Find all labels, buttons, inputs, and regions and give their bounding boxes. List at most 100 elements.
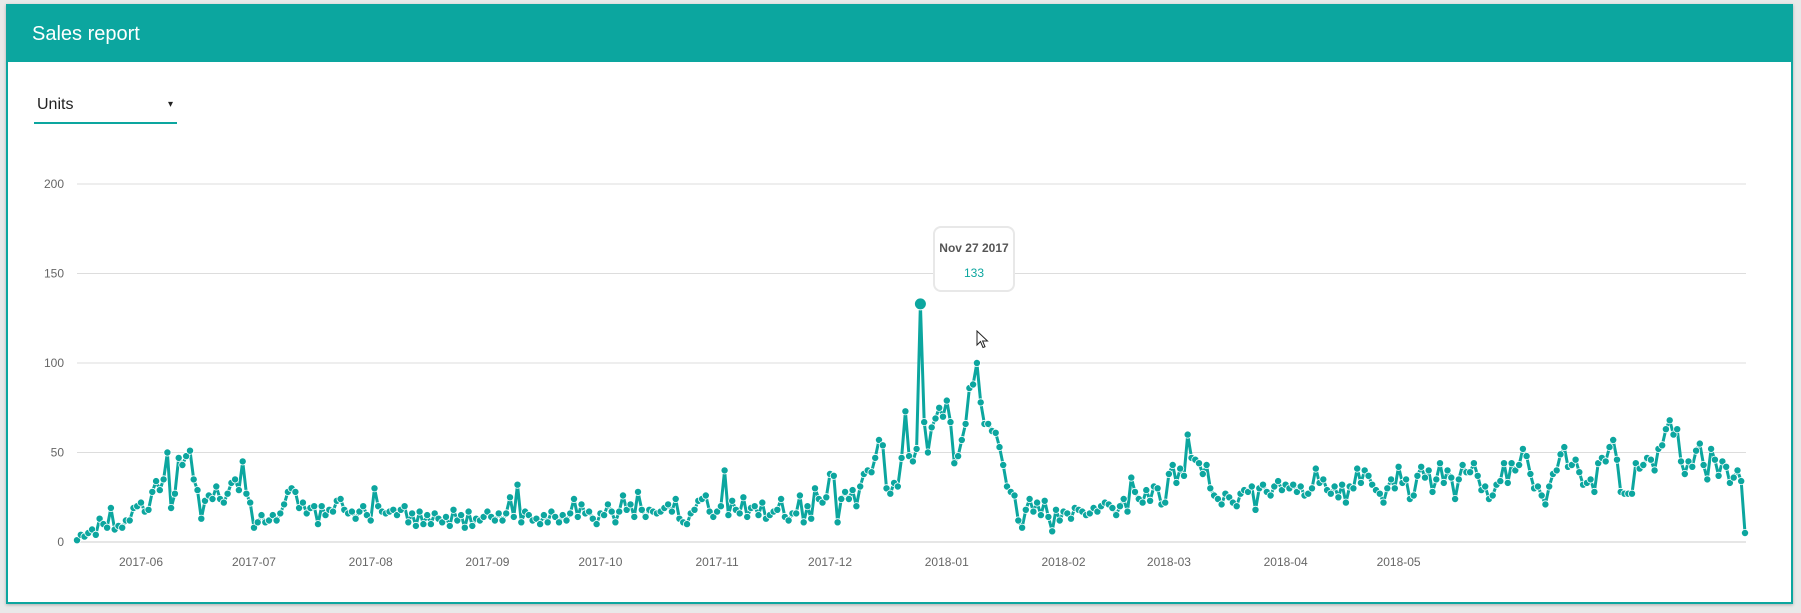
data-point[interactable] <box>1575 468 1584 477</box>
data-point[interactable] <box>1439 478 1448 487</box>
data-point[interactable] <box>1650 466 1659 475</box>
data-point[interactable] <box>1601 457 1610 466</box>
data-point[interactable] <box>735 509 744 518</box>
data-point[interactable] <box>1036 511 1045 520</box>
data-point[interactable] <box>1394 462 1403 471</box>
data-point[interactable] <box>1658 441 1667 450</box>
data-point[interactable] <box>539 511 548 520</box>
data-point[interactable] <box>1176 464 1185 473</box>
data-point[interactable] <box>1292 487 1301 496</box>
data-point[interactable] <box>1326 489 1335 498</box>
data-point[interactable] <box>1741 529 1750 538</box>
data-point[interactable] <box>1274 477 1283 486</box>
data-point[interactable] <box>1341 498 1350 507</box>
data-point[interactable] <box>1330 482 1339 491</box>
data-point[interactable] <box>118 523 127 532</box>
data-point[interactable] <box>1695 439 1704 448</box>
data-point[interactable] <box>1251 505 1260 514</box>
data-point[interactable] <box>634 487 643 496</box>
data-point[interactable] <box>758 498 767 507</box>
data-point[interactable] <box>400 502 409 511</box>
data-point[interactable] <box>1571 455 1580 464</box>
data-point[interactable] <box>912 444 921 453</box>
data-point[interactable] <box>1296 482 1305 491</box>
data-point[interactable] <box>1511 466 1520 475</box>
data-point[interactable] <box>709 512 718 521</box>
data-point[interactable] <box>637 505 646 514</box>
data-point[interactable] <box>208 494 217 503</box>
data-point[interactable] <box>1183 430 1192 439</box>
data-point[interactable] <box>829 471 838 480</box>
data-point[interactable] <box>1684 457 1693 466</box>
data-point[interactable] <box>1522 452 1531 461</box>
data-point[interactable] <box>1409 491 1418 500</box>
data-point[interactable] <box>182 452 191 461</box>
data-point[interactable] <box>457 511 466 520</box>
data-point[interactable] <box>984 419 993 428</box>
data-point[interactable] <box>570 494 579 503</box>
data-point[interactable] <box>908 457 917 466</box>
data-point[interactable] <box>995 443 1004 452</box>
data-point[interactable] <box>1443 466 1452 475</box>
data-point[interactable] <box>441 512 450 521</box>
data-point[interactable] <box>1055 516 1064 525</box>
data-point[interactable] <box>555 518 564 527</box>
data-point[interactable] <box>1500 459 1509 468</box>
data-point[interactable] <box>1710 455 1719 464</box>
data-point[interactable] <box>1609 435 1618 444</box>
data-point[interactable] <box>954 452 963 461</box>
data-point[interactable] <box>238 457 247 466</box>
data-point[interactable] <box>547 507 556 516</box>
data-point[interactable] <box>1123 507 1132 516</box>
data-point[interactable] <box>298 498 307 507</box>
data-point[interactable] <box>532 514 541 523</box>
data-point[interactable] <box>720 466 729 475</box>
data-point[interactable] <box>479 512 488 521</box>
data-point[interactable] <box>701 491 710 500</box>
data-point[interactable] <box>897 453 906 462</box>
data-point[interactable] <box>1025 494 1034 503</box>
data-point[interactable] <box>1424 466 1433 475</box>
data-point[interactable] <box>882 484 891 493</box>
data-point[interactable] <box>1368 480 1377 489</box>
data-point[interactable] <box>999 460 1008 469</box>
data-point[interactable] <box>622 505 631 514</box>
data-point[interactable] <box>136 498 145 507</box>
data-point[interactable] <box>1052 505 1061 514</box>
data-point[interactable] <box>125 516 134 525</box>
data-point[interactable] <box>1552 466 1561 475</box>
data-point[interactable] <box>1496 477 1505 486</box>
data-point[interactable] <box>841 487 850 496</box>
data-point[interactable] <box>313 520 322 529</box>
data-point[interactable] <box>144 505 153 514</box>
data-point[interactable] <box>1334 493 1343 502</box>
data-point[interactable] <box>1669 430 1678 439</box>
data-point[interactable] <box>170 489 179 498</box>
data-point[interactable] <box>901 407 910 416</box>
data-point[interactable] <box>231 475 240 484</box>
data-point[interactable] <box>268 511 277 520</box>
data-point[interactable] <box>1067 514 1076 523</box>
data-point[interactable] <box>253 518 262 527</box>
data-point[interactable] <box>875 435 884 444</box>
data-point[interactable] <box>1481 482 1490 491</box>
data-point[interactable] <box>264 516 273 525</box>
data-point[interactable] <box>1364 471 1373 480</box>
data-point[interactable] <box>856 482 865 491</box>
data-point[interactable] <box>558 511 567 520</box>
data-point[interactable] <box>961 419 970 428</box>
data-point[interactable] <box>784 516 793 525</box>
data-point[interactable] <box>159 475 168 484</box>
data-point[interactable] <box>95 514 104 523</box>
data-point[interactable] <box>1699 460 1708 469</box>
data-point[interactable] <box>1537 491 1546 500</box>
data-point[interactable] <box>713 507 722 516</box>
data-point[interactable] <box>1138 498 1147 507</box>
data-point[interactable] <box>1198 469 1207 478</box>
data-point[interactable] <box>1518 444 1527 453</box>
data-point[interactable] <box>280 500 289 509</box>
data-point[interactable] <box>483 507 492 516</box>
data-point[interactable] <box>690 505 699 514</box>
data-point[interactable] <box>818 498 827 507</box>
data-point[interactable] <box>445 521 454 530</box>
